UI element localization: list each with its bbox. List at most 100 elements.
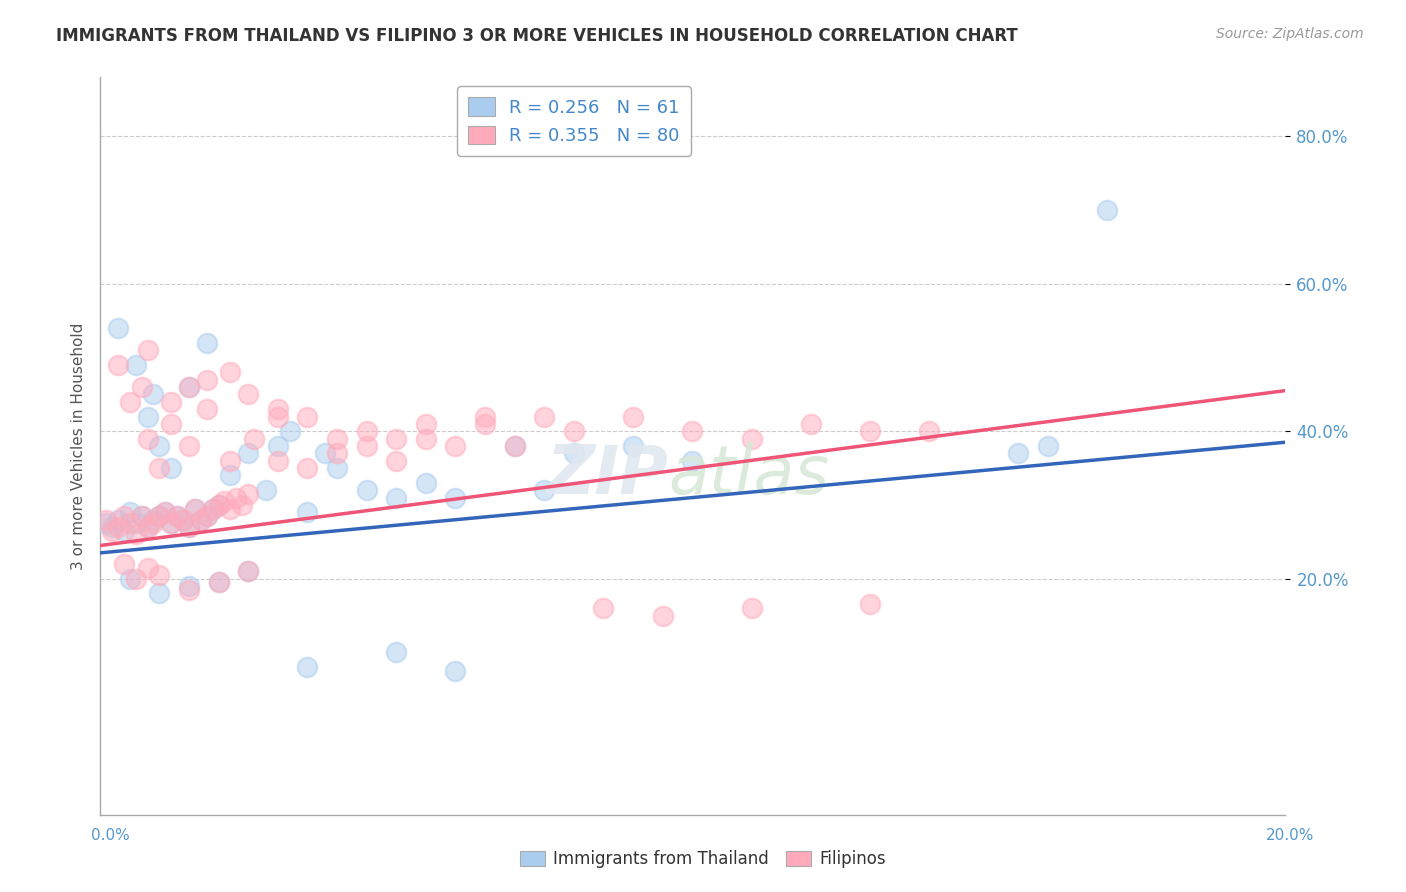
Point	[207, 575, 229, 590]
Point	[195, 373, 218, 387]
Point	[131, 509, 153, 524]
Point	[124, 358, 146, 372]
Point	[160, 417, 183, 431]
Point	[621, 409, 644, 424]
Point	[124, 572, 146, 586]
Point	[219, 454, 242, 468]
Point	[160, 516, 183, 531]
Legend: R = 0.256   N = 61, R = 0.355   N = 80: R = 0.256 N = 61, R = 0.355 N = 80	[457, 87, 690, 156]
Point	[681, 424, 703, 438]
Point	[385, 491, 408, 505]
Point	[444, 439, 467, 453]
Point	[136, 560, 159, 574]
Point	[136, 520, 159, 534]
Text: Source: ZipAtlas.com: Source: ZipAtlas.com	[1216, 27, 1364, 41]
Point	[101, 520, 124, 534]
Point	[177, 582, 200, 597]
Point	[136, 409, 159, 424]
Point	[148, 509, 170, 524]
Point	[238, 487, 260, 501]
Point	[177, 439, 200, 453]
Point	[184, 501, 207, 516]
Point	[207, 575, 229, 590]
Point	[131, 380, 153, 394]
Point	[278, 424, 301, 438]
Point	[267, 454, 290, 468]
Point	[142, 513, 165, 527]
Point	[148, 439, 170, 453]
Point	[160, 394, 183, 409]
Text: atlas: atlas	[669, 442, 830, 508]
Point	[238, 446, 260, 460]
Point	[124, 527, 146, 541]
Point	[94, 516, 117, 531]
Point	[214, 494, 236, 508]
Point	[101, 524, 124, 538]
Point	[1036, 439, 1059, 453]
Point	[267, 402, 290, 417]
Point	[238, 387, 260, 401]
Point	[267, 439, 290, 453]
Point	[166, 509, 188, 524]
Text: IMMIGRANTS FROM THAILAND VS FILIPINO 3 OR MORE VEHICLES IN HOUSEHOLD CORRELATION: IMMIGRANTS FROM THAILAND VS FILIPINO 3 O…	[56, 27, 1018, 45]
Point	[297, 409, 319, 424]
Point	[254, 483, 277, 498]
Point	[651, 608, 673, 623]
Point	[297, 505, 319, 519]
Point	[142, 387, 165, 401]
Point	[741, 432, 763, 446]
Text: 20.0%: 20.0%	[1267, 828, 1315, 843]
Point	[297, 461, 319, 475]
Point	[207, 498, 229, 512]
Point	[177, 579, 200, 593]
Point	[177, 520, 200, 534]
Point	[681, 454, 703, 468]
Point	[118, 394, 141, 409]
Point	[177, 380, 200, 394]
Point	[385, 432, 408, 446]
Point	[562, 424, 585, 438]
Legend: Immigrants from Thailand, Filipinos: Immigrants from Thailand, Filipinos	[513, 844, 893, 875]
Point	[474, 417, 496, 431]
Point	[356, 424, 378, 438]
Point	[326, 432, 349, 446]
Point	[326, 461, 349, 475]
Y-axis label: 3 or more Vehicles in Household: 3 or more Vehicles in Household	[72, 322, 86, 570]
Point	[94, 513, 117, 527]
Text: 0.0%: 0.0%	[91, 828, 131, 843]
Point	[118, 572, 141, 586]
Point	[166, 509, 188, 524]
Point	[207, 498, 229, 512]
Point	[190, 513, 212, 527]
Point	[297, 660, 319, 674]
Point	[385, 454, 408, 468]
Point	[219, 365, 242, 379]
Point	[148, 509, 170, 524]
Point	[160, 516, 183, 531]
Point	[118, 505, 141, 519]
Point	[415, 417, 437, 431]
Point	[131, 509, 153, 524]
Point	[142, 516, 165, 531]
Point	[136, 432, 159, 446]
Point	[219, 468, 242, 483]
Point	[859, 424, 882, 438]
Point	[136, 520, 159, 534]
Point	[172, 513, 194, 527]
Point	[155, 505, 177, 519]
Point	[107, 520, 129, 534]
Point	[148, 586, 170, 600]
Point	[562, 446, 585, 460]
Point	[107, 358, 129, 372]
Point	[219, 501, 242, 516]
Point	[112, 509, 135, 524]
Point	[107, 321, 129, 335]
Point	[195, 402, 218, 417]
Point	[195, 509, 218, 524]
Point	[172, 513, 194, 527]
Point	[243, 432, 266, 446]
Point	[385, 645, 408, 659]
Point	[238, 564, 260, 578]
Point	[190, 513, 212, 527]
Point	[533, 483, 555, 498]
